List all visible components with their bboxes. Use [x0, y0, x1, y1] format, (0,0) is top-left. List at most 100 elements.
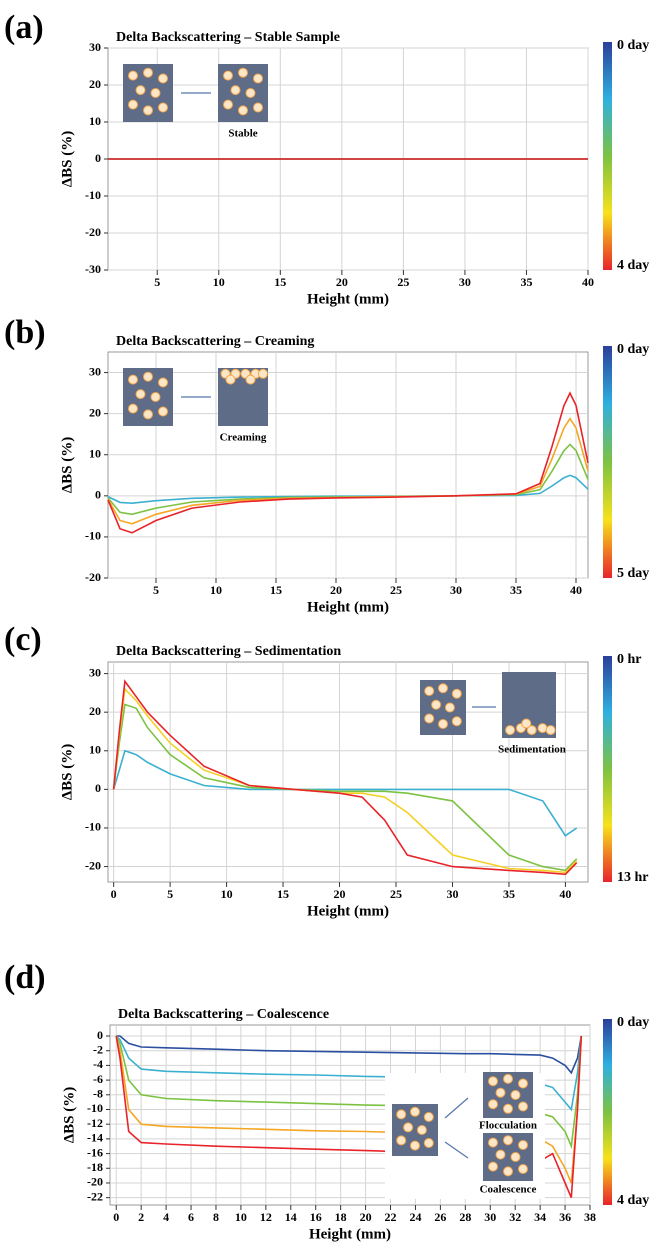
droplet: [518, 1101, 528, 1112]
droplet: [503, 1073, 513, 1084]
x-tick-label: 30: [450, 583, 462, 597]
y-tick-label: -18: [87, 1160, 103, 1174]
x-tick-label: 20: [330, 583, 342, 597]
droplet: [488, 1137, 498, 1148]
x-tick-label: 10: [210, 583, 222, 597]
y-tick-label: 0: [97, 1028, 103, 1042]
y-tick-label: 0: [95, 151, 101, 165]
colorbar-label: 0 day: [617, 1015, 649, 1030]
droplet: [158, 377, 168, 388]
x-tick-label: 15: [277, 887, 289, 901]
droplet: [128, 374, 138, 385]
y-tick-label: -2: [93, 1042, 103, 1056]
y-tick-label: -10: [85, 188, 101, 202]
droplet: [431, 699, 442, 710]
y-tick-label: 20: [89, 77, 101, 91]
x-tick-label: 14: [285, 1210, 297, 1224]
colorbar-label: 0 day: [617, 38, 649, 53]
y-tick-label: -8: [93, 1087, 103, 1101]
x-tick-label: 38: [584, 1210, 596, 1224]
colorbar: [603, 656, 612, 882]
data-line: [112, 703, 578, 872]
droplet: [537, 723, 548, 734]
droplet: [245, 374, 256, 385]
inset-label: Creaming: [220, 432, 267, 444]
droplet: [495, 1087, 506, 1098]
droplet: [150, 392, 161, 402]
droplet: [135, 389, 146, 400]
data-line: [112, 749, 578, 837]
droplet: [150, 88, 161, 98]
chart-title: Delta Backscattering – Stable Sample: [116, 30, 340, 45]
data-line: [107, 391, 589, 534]
x-tick-label: 5: [167, 887, 173, 901]
droplet: [410, 1106, 420, 1117]
y-tick-label: 20: [89, 704, 101, 718]
droplet: [403, 1122, 414, 1133]
droplet: [128, 70, 138, 81]
droplet: [451, 688, 462, 699]
chart-title: Delta Backscattering – Sedimentation: [116, 644, 341, 659]
x-axis-label: Height (mm): [309, 1226, 391, 1242]
x-tick-label: 2: [138, 1210, 144, 1224]
droplet: [526, 725, 537, 736]
y-tick-label: -30: [85, 262, 101, 276]
y-tick-label: -10: [87, 1101, 103, 1115]
droplet: [521, 718, 532, 729]
droplet: [416, 1125, 427, 1135]
droplet: [128, 403, 138, 414]
x-tick-label: 24: [409, 1210, 421, 1224]
y-tick-label: -14: [87, 1131, 103, 1145]
arrow: [444, 1097, 469, 1119]
droplet: [245, 88, 256, 98]
droplet: [396, 1135, 407, 1146]
y-tick-label: 0: [95, 488, 101, 502]
x-tick-label: 35: [520, 275, 532, 289]
y-tick-label: -10: [85, 529, 101, 543]
y-axis-label: ΔBS (%): [59, 437, 75, 494]
x-tick-label: 15: [274, 275, 286, 289]
x-tick-label: 28: [459, 1210, 471, 1224]
data-line: [112, 679, 578, 876]
colorbar-label: 13 hr: [617, 870, 649, 885]
droplet: [518, 1164, 528, 1174]
y-tick-label: -20: [85, 225, 101, 239]
x-axis-label: Height (mm): [307, 599, 389, 615]
y-tick-label: -4: [93, 1057, 103, 1071]
droplet: [444, 702, 455, 713]
droplet: [238, 67, 248, 78]
inset-label: Sedimentation: [498, 744, 566, 756]
x-tick-label: 40: [559, 887, 571, 901]
droplet: [518, 1078, 528, 1089]
droplet: [143, 67, 153, 78]
x-tick-label: 25: [397, 275, 409, 289]
panel-label: (b): [4, 314, 46, 351]
inset-label: Flocculation: [479, 1120, 537, 1132]
x-axis-label: Height (mm): [307, 291, 389, 307]
colorbar: [603, 346, 612, 578]
x-tick-label: 36: [559, 1210, 571, 1224]
y-tick-label: -22: [87, 1189, 103, 1203]
panel-label: (a): [4, 9, 44, 46]
x-tick-label: 18: [335, 1210, 347, 1224]
x-tick-label: 40: [582, 275, 594, 289]
x-tick-label: 25: [390, 887, 402, 901]
x-tick-label: 30: [484, 1210, 496, 1224]
droplet: [438, 719, 448, 729]
y-tick-label: 10: [89, 446, 101, 460]
y-tick-label: 0: [95, 781, 101, 795]
droplet: [158, 102, 168, 113]
droplet: [510, 1090, 521, 1100]
y-tick-label: 30: [89, 364, 101, 378]
x-tick-label: 10: [221, 887, 233, 901]
droplet: [438, 683, 448, 694]
droplet: [128, 99, 138, 110]
x-tick-label: 10: [235, 1210, 247, 1224]
droplet: [258, 368, 268, 379]
x-tick-label: 25: [390, 583, 402, 597]
y-tick-label: -12: [87, 1116, 103, 1130]
inset-label: Coalescence: [480, 1184, 537, 1196]
panel-label: (c): [4, 621, 42, 658]
y-axis-label: ΔBS (%): [59, 131, 75, 188]
droplet: [423, 1138, 434, 1148]
